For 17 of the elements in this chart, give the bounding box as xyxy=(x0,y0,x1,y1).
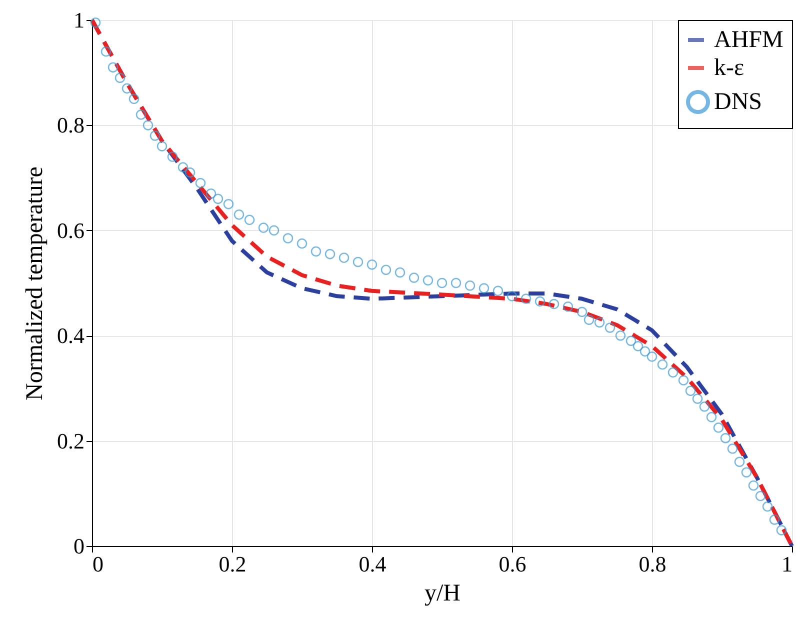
y-axis-title: Normalized temperature xyxy=(22,166,48,400)
legend-label: k-ε xyxy=(714,55,744,81)
y-tick-label: 1 xyxy=(74,8,84,32)
x-tick-label: 0.2 xyxy=(218,552,246,576)
y-tick-label: 0 xyxy=(74,534,84,558)
x-tick-label: 0.6 xyxy=(498,552,526,576)
x-tick-label: 0 xyxy=(92,552,104,576)
x-tick-label: 1 xyxy=(782,552,792,576)
x-tick-label: 0.4 xyxy=(358,552,386,576)
x-tick-label: 0.8 xyxy=(638,552,666,576)
y-tick-label: 0.6 xyxy=(57,218,84,243)
x-axis-title: y/H xyxy=(424,580,460,606)
y-tick-label: 0.4 xyxy=(57,323,84,348)
y-tick-label: 0.2 xyxy=(57,428,84,454)
legend-label: DNS xyxy=(714,89,762,115)
y-tick-label: 0.8 xyxy=(57,112,84,138)
legend-label: AHFM xyxy=(714,27,784,53)
